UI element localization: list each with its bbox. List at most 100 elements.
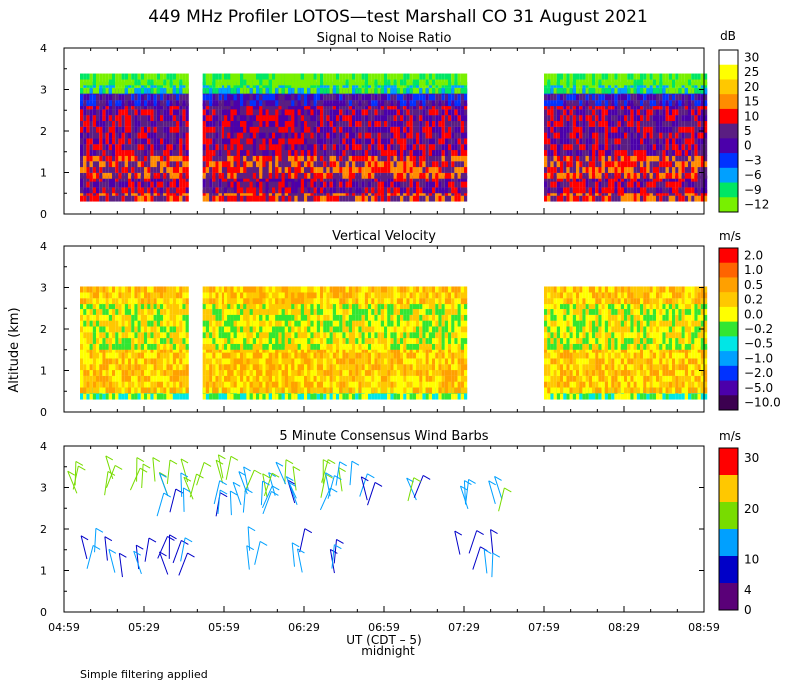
heatmap-cell: [262, 149, 266, 156]
heatmap-cell: [400, 87, 404, 94]
heatmap-cell: [284, 161, 288, 168]
heatmap-cell: [288, 132, 292, 139]
heatmap-cell: [608, 166, 612, 173]
heatmap-cell: [419, 87, 423, 94]
heatmap-cell: [611, 144, 615, 151]
heatmap-cell: [579, 161, 583, 168]
heatmap-cell: [697, 73, 701, 80]
heatmap-cell: [371, 126, 375, 133]
heatmap-cell: [96, 138, 100, 145]
heatmap-cell: [80, 166, 84, 173]
heatmap-cell: [390, 115, 394, 122]
heatmap-cell: [176, 79, 180, 86]
heatmap-cell: [438, 138, 442, 145]
heatmap-cell: [240, 100, 244, 107]
heatmap-cell: [326, 172, 330, 179]
heatmap-cell: [368, 94, 372, 101]
heatmap-cell: [544, 144, 548, 151]
heatmap-cell: [339, 94, 343, 101]
heatmap-cell: [259, 87, 263, 94]
heatmap-cell: [297, 103, 301, 110]
heatmap-cell: [307, 155, 311, 162]
heatmap-cell: [358, 149, 362, 156]
heatmap-cell: [684, 109, 688, 116]
heatmap-cell: [422, 79, 426, 86]
heatmap-cell: [576, 166, 580, 173]
heatmap-cell: [329, 138, 333, 145]
heatmap-cell: [377, 195, 381, 202]
heatmap-cell: [112, 187, 116, 194]
heatmap-cell: [441, 181, 445, 188]
heatmap-cell: [422, 126, 426, 133]
heatmap-cell: [668, 195, 672, 202]
heatmap-cell: [601, 120, 605, 127]
heatmap-cell: [672, 126, 676, 133]
heatmap-cell: [336, 103, 340, 110]
heatmap-cell: [209, 155, 213, 162]
heatmap-cell: [86, 155, 90, 162]
heatmap-cell: [611, 73, 615, 80]
heatmap-cell: [262, 126, 266, 133]
heatmap-cell: [630, 126, 634, 133]
heatmap-cell: [624, 187, 628, 194]
heatmap-cell: [291, 109, 295, 116]
heatmap-cell: [179, 100, 183, 107]
heatmap-cell: [460, 115, 464, 122]
heatmap-cell: [265, 187, 269, 194]
heatmap-cell: [278, 94, 282, 101]
heatmap-cell: [259, 100, 263, 107]
heatmap-cell: [572, 172, 576, 179]
heatmap-cell: [464, 100, 468, 107]
heatmap-cell: [396, 172, 400, 179]
heatmap-cell: [246, 187, 250, 194]
heatmap-cell: [243, 166, 247, 173]
heatmap-cell: [147, 87, 151, 94]
heatmap-cell: [464, 79, 468, 86]
heatmap-cell: [252, 195, 256, 202]
heatmap-cell: [326, 87, 330, 94]
heatmap-cell: [108, 166, 112, 173]
heatmap-cell: [604, 161, 608, 168]
heatmap-cell: [668, 115, 672, 122]
heatmap-cell: [368, 100, 372, 107]
heatmap-cell: [348, 187, 352, 194]
heatmap-cell: [329, 73, 333, 80]
heatmap-cell: [393, 195, 397, 202]
heatmap-cell: [342, 103, 346, 110]
heatmap-cell: [614, 109, 618, 116]
heatmap-cell: [400, 166, 404, 173]
heatmap-cell: [595, 115, 599, 122]
heatmap-cell: [99, 115, 103, 122]
heatmap-cell: [627, 172, 631, 179]
heatmap-cell: [355, 79, 359, 86]
heatmap-cell: [115, 100, 119, 107]
heatmap-cell: [444, 103, 448, 110]
heatmap-cell: [348, 87, 352, 94]
heatmap-cell: [393, 120, 397, 127]
heatmap-cell: [339, 172, 343, 179]
heatmap-cell: [176, 161, 180, 168]
heatmap-cell: [566, 94, 570, 101]
heatmap-cell: [678, 94, 682, 101]
heatmap-cell: [412, 144, 416, 151]
heatmap-cell: [160, 138, 164, 145]
heatmap-cell: [160, 144, 164, 151]
heatmap-cell: [316, 79, 320, 86]
heatmap-cell: [134, 115, 138, 122]
heatmap-cell: [544, 103, 548, 110]
heatmap-cell: [384, 166, 388, 173]
heatmap-cell: [640, 166, 644, 173]
heatmap-cell: [697, 100, 701, 107]
heatmap-cell: [700, 181, 704, 188]
heatmap-cell: [409, 138, 413, 145]
heatmap-cell: [640, 79, 644, 86]
heatmap-cell: [659, 73, 663, 80]
heatmap-cell: [156, 73, 160, 80]
heatmap-cell: [572, 144, 576, 151]
heatmap-cell: [83, 161, 87, 168]
heatmap-cell: [393, 155, 397, 162]
heatmap-cell: [221, 144, 226, 151]
heatmap-cell: [243, 144, 247, 151]
heatmap-cell: [240, 155, 244, 162]
heatmap-cell: [361, 115, 365, 122]
